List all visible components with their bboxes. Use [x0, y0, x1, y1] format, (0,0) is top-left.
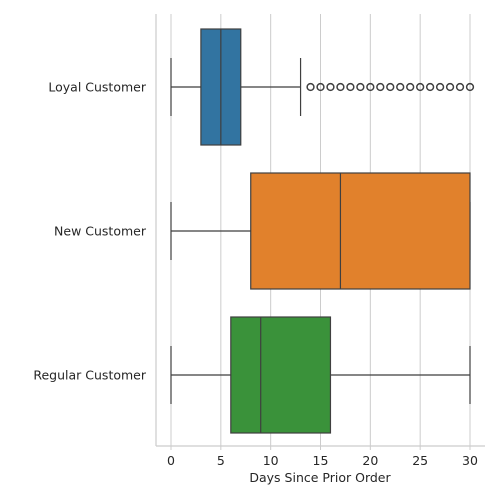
x-tick-label-10: 10 [263, 453, 279, 468]
x-tick-label-0: 0 [167, 453, 175, 468]
axes [155, 14, 485, 450]
outlier-point-loyal-customer [435, 82, 445, 92]
outlier-point-loyal-customer [396, 82, 405, 92]
outlier-point-loyal-customer [346, 82, 355, 92]
box-group-regular-customer [170, 316, 471, 434]
box-regular-customer [230, 316, 332, 434]
x-tick-label-15: 15 [313, 453, 329, 468]
x-tick-labels: 0 5 10 15 20 25 30 [167, 453, 478, 468]
outlier-point-loyal-customer [306, 82, 315, 92]
y-category-labels: Loyal Customer New Customer Regular Custom… [33, 80, 146, 383]
x-tick-label-30: 30 [462, 453, 478, 468]
outlier-point-loyal-customer [465, 82, 475, 92]
x-axis-label: Days Since Prior Order [249, 470, 391, 485]
outlier-point-loyal-customer [356, 82, 365, 92]
outlier-point-loyal-customer [445, 82, 455, 92]
x-tick-label-25: 25 [412, 453, 428, 468]
box-group-loyal-customer [170, 28, 475, 146]
outlier-point-loyal-customer [406, 82, 415, 92]
category-label-new-customer: New Customer [54, 224, 147, 239]
outlier-point-loyal-customer [386, 82, 395, 92]
outlier-point-loyal-customer [376, 82, 385, 92]
outlier-point-loyal-customer [336, 82, 345, 92]
outlier-point-loyal-customer [416, 82, 425, 92]
outlier-point-loyal-customer [455, 82, 465, 92]
box-plot-marks [170, 28, 475, 434]
outlier-point-loyal-customer [366, 82, 375, 92]
box-group-new-customer [170, 172, 471, 290]
outlier-point-loyal-customer [326, 82, 335, 92]
outlier-point-loyal-customer [425, 82, 435, 92]
category-label-loyal-customer: Loyal Customer [48, 80, 146, 95]
x-tick-label-5: 5 [217, 453, 225, 468]
outlier-point-loyal-customer [316, 82, 325, 92]
box-new-customer [250, 172, 471, 290]
category-label-regular-customer: Regular Customer [33, 368, 146, 383]
x-tick-label-20: 20 [362, 453, 378, 468]
